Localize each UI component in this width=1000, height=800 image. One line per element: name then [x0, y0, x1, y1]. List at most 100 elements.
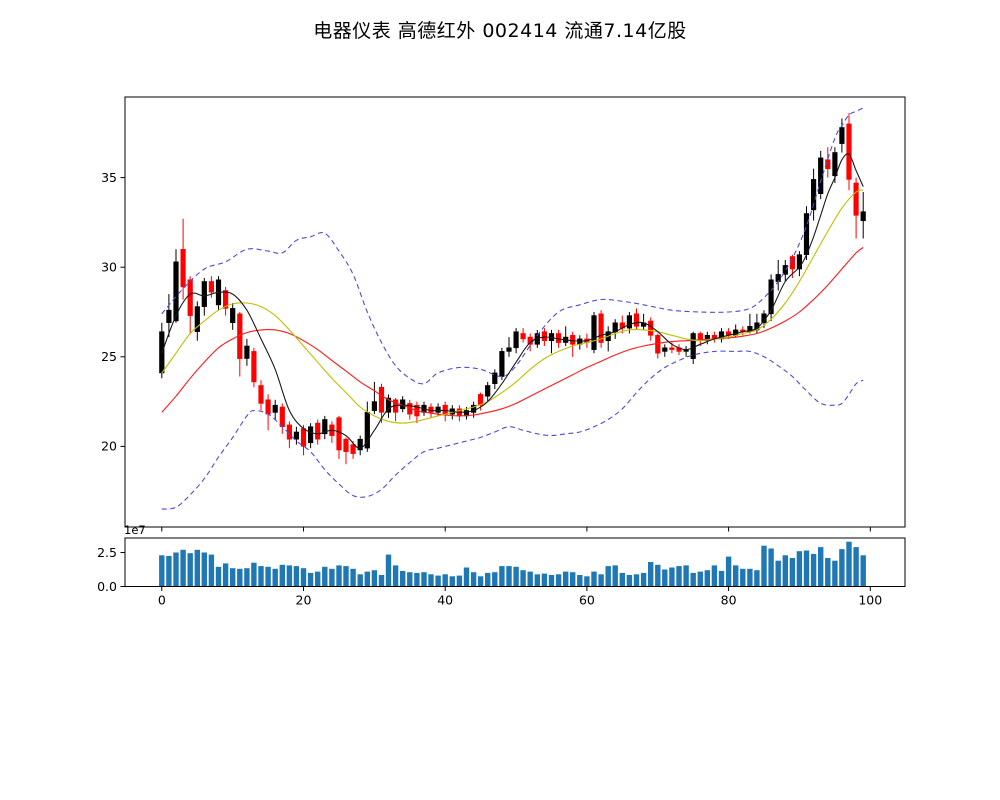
volume-bar	[711, 565, 718, 587]
volume-bar	[414, 572, 420, 587]
volume-bar	[577, 575, 583, 587]
volume-offset-label: 1e7	[124, 523, 146, 537]
volume-bar	[591, 571, 597, 587]
volume-bar	[357, 574, 363, 587]
candle-body-down	[350, 444, 356, 454]
volume-bar	[718, 570, 725, 587]
candle-body-down	[315, 422, 321, 440]
candle-body-down	[655, 334, 661, 354]
volume-bar	[435, 575, 441, 587]
candle-body-up	[810, 179, 817, 211]
volume-bar	[683, 565, 689, 587]
ma-mid-line	[161, 189, 864, 424]
volume-bar	[477, 576, 484, 587]
volume-bar	[300, 568, 307, 587]
volume-bar	[449, 576, 455, 587]
volume-bar	[584, 576, 590, 587]
volume-bar	[371, 570, 378, 587]
candle-body-down	[520, 333, 526, 340]
price-ytick-label: 35	[101, 170, 117, 185]
candle-body-up	[307, 426, 314, 444]
candle-body-down	[789, 256, 795, 270]
volume-bar	[187, 553, 193, 587]
volume-bar	[336, 565, 342, 587]
candle-body-down	[187, 279, 193, 316]
candle-body-up	[775, 274, 781, 282]
volume-panel-border	[124, 537, 906, 587]
candle-body-down	[825, 159, 831, 169]
candle-body-down	[570, 334, 576, 345]
volume-bar	[244, 568, 250, 587]
volume-bar	[208, 554, 215, 587]
candle-body-up	[832, 152, 838, 177]
volume-xtick-label: 0	[158, 593, 166, 608]
candle-body-up	[194, 306, 200, 333]
volume-bar	[704, 570, 710, 587]
axes-layer: 20 25 30 35 0 20 40 60 80 100 0.0 2.5 1e7	[97, 96, 906, 608]
volume-bar	[775, 560, 781, 587]
volume-bar	[598, 574, 604, 587]
candle-body-down	[598, 313, 604, 343]
candle-body-up	[173, 261, 179, 322]
candle-body-down	[846, 123, 852, 180]
volume-bar	[272, 568, 278, 587]
volume-bar	[442, 574, 448, 587]
volume-bar	[782, 555, 788, 587]
volume-bar	[676, 566, 682, 587]
volume-bar	[605, 566, 611, 587]
volume-bar	[251, 562, 257, 587]
candle-body-up	[591, 315, 597, 350]
price-ytick-label: 30	[101, 260, 117, 275]
candle-body-down	[279, 406, 285, 428]
volume-bar	[293, 566, 300, 587]
candle-body-up	[385, 397, 392, 413]
candle-body-up	[371, 401, 378, 411]
volume-bar	[534, 574, 540, 587]
volume-bar	[350, 568, 356, 587]
volume-bar	[492, 572, 498, 587]
volume-panel	[159, 541, 866, 587]
ma-slow-line	[161, 247, 864, 417]
volume-bar	[222, 563, 229, 587]
bollinger-upper-line	[161, 107, 864, 385]
candle-body-down	[442, 404, 448, 415]
candle-body-up	[626, 315, 632, 329]
volume-bar	[846, 541, 852, 587]
volume-bar	[640, 572, 647, 587]
volume-bar	[194, 549, 200, 587]
volume-bar	[456, 575, 463, 587]
volume-bar	[237, 568, 243, 587]
price-ytick-label: 20	[101, 439, 117, 454]
price-ytick-label: 25	[101, 349, 117, 364]
candle-body-up	[803, 213, 810, 256]
volume-bar	[655, 564, 661, 587]
candle-body-up	[499, 351, 505, 377]
volume-bar	[258, 566, 264, 587]
volume-xtick-label: 80	[721, 593, 737, 608]
chart-title: 电器仪表 高德红外 002414 流通7.14亿股	[313, 20, 687, 42]
volume-bar	[570, 572, 576, 587]
candle-body-up	[357, 438, 363, 451]
candle-body-up	[244, 345, 250, 359]
candle-body-up	[796, 254, 802, 270]
volume-bar	[166, 555, 172, 587]
volume-bar	[796, 551, 803, 587]
candle-body-down	[180, 249, 186, 288]
volume-bar	[648, 562, 654, 587]
candle-body-down	[258, 385, 264, 404]
volume-bar	[669, 567, 675, 587]
volume-bar	[286, 565, 293, 587]
price-panel	[159, 107, 866, 510]
volume-bar	[322, 566, 328, 587]
volume-bar	[527, 571, 533, 587]
volume-bar	[789, 558, 796, 587]
volume-bar	[392, 565, 399, 587]
volume-bar	[400, 570, 406, 587]
volume-bar	[633, 574, 640, 587]
volume-bar	[180, 549, 186, 587]
volume-bar	[548, 575, 555, 587]
volume-bar	[733, 565, 739, 587]
volume-ytick-label: 2.5	[97, 545, 117, 560]
volume-bar	[754, 570, 760, 587]
